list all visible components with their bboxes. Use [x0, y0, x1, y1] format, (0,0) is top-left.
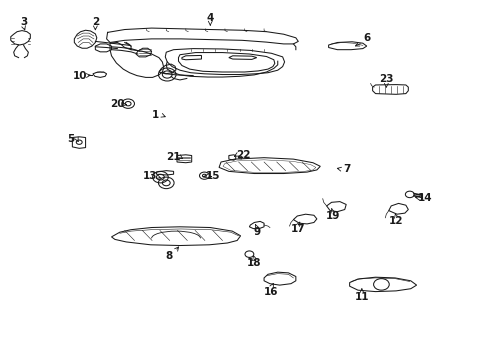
Text: 19: 19 — [325, 211, 339, 221]
Text: 12: 12 — [388, 216, 403, 226]
Text: 5: 5 — [67, 134, 74, 144]
Text: 9: 9 — [253, 227, 260, 237]
Text: 18: 18 — [246, 258, 261, 268]
Text: 13: 13 — [142, 171, 157, 181]
Text: 6: 6 — [363, 33, 369, 43]
Text: 7: 7 — [343, 164, 350, 174]
Text: 10: 10 — [72, 71, 87, 81]
Text: 4: 4 — [206, 13, 214, 23]
Text: 3: 3 — [20, 17, 27, 27]
Text: 11: 11 — [354, 292, 368, 302]
Text: 14: 14 — [417, 193, 432, 203]
Text: 17: 17 — [290, 224, 305, 234]
Text: 22: 22 — [236, 150, 250, 160]
Text: 16: 16 — [264, 287, 278, 297]
Text: 1: 1 — [152, 110, 159, 120]
Text: 2: 2 — [92, 17, 99, 27]
Text: 21: 21 — [166, 152, 181, 162]
Text: 23: 23 — [378, 74, 393, 84]
Text: 20: 20 — [110, 99, 124, 109]
Text: 8: 8 — [165, 251, 172, 261]
Text: 15: 15 — [205, 171, 220, 181]
